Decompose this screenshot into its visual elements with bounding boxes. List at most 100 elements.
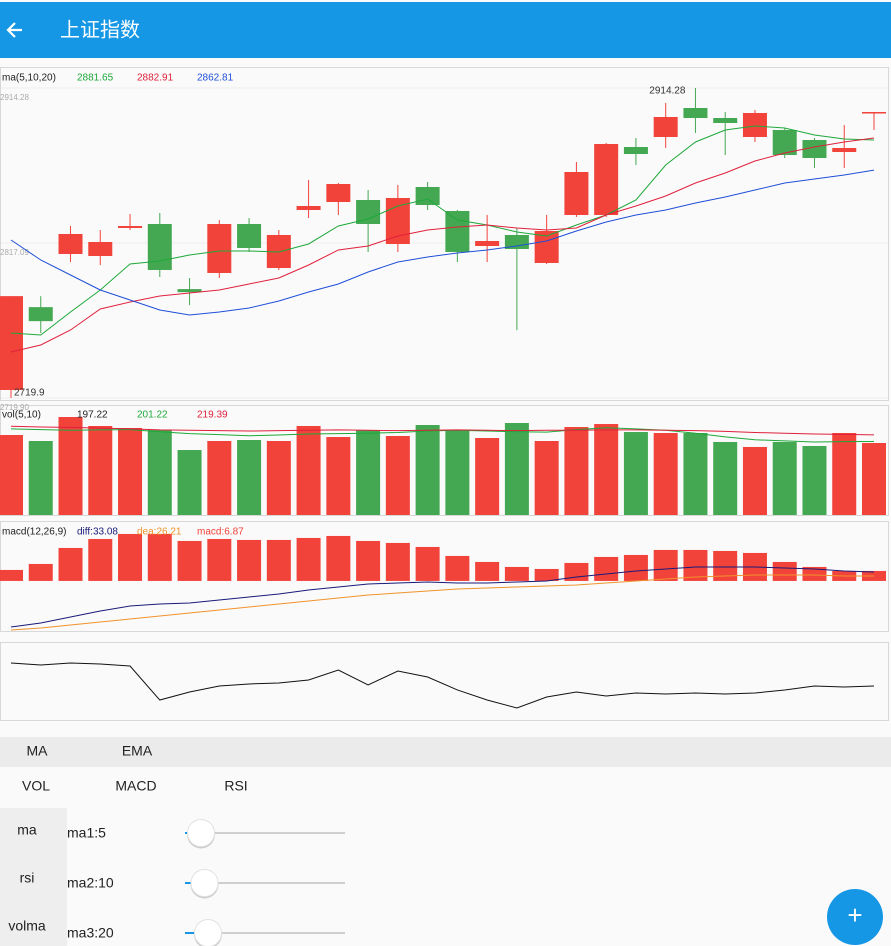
legend-value: dea:26.21: [137, 527, 182, 538]
bar: [237, 539, 262, 581]
indicator-toggle[interactable]: MACD: [115, 778, 156, 794]
app-bar: [0, 2, 891, 58]
bar: [147, 430, 172, 515]
bar: [594, 556, 619, 581]
bar: [623, 554, 648, 581]
bar: [683, 549, 708, 581]
bar: [237, 440, 262, 515]
slider-label: ma1:5: [67, 825, 106, 841]
legend-value: 2862.81: [197, 73, 234, 84]
candle-body: [147, 223, 172, 270]
fab-icon[interactable]: +: [847, 900, 862, 930]
fab-button[interactable]: [827, 889, 883, 945]
controls: MA EMA VOL MACD RSI ma rsi volma ma1:5 ma2:10 ma3:…: [8, 743, 345, 946]
indicator-line: [10, 574, 875, 631]
bar: [504, 422, 529, 515]
candle-body: [594, 143, 619, 215]
legend-value: 2881.65: [77, 73, 114, 84]
back-arrow[interactable]: [6, 22, 22, 38]
bar: [0, 435, 23, 515]
candle-body: [356, 199, 381, 224]
bar: [356, 540, 381, 581]
bar: [504, 566, 529, 581]
candle-body: [772, 129, 797, 155]
max-label: 2914.28: [649, 86, 686, 97]
candle-body: [623, 146, 648, 154]
settings-section[interactable]: ma: [17, 822, 37, 838]
legend-value: 197.22: [77, 410, 108, 421]
y-tick-label: 2914.28: [0, 93, 29, 102]
bar: [28, 440, 53, 515]
bar: [862, 442, 886, 515]
candle-body: [504, 234, 529, 249]
bar: [266, 440, 291, 515]
bar: [445, 555, 470, 581]
candle-body: [445, 210, 470, 252]
tab[interactable]: MA: [27, 743, 49, 759]
bar: [653, 549, 678, 581]
settings-section[interactable]: volma: [8, 918, 46, 934]
bar: [475, 561, 500, 581]
indicator-toggle[interactable]: VOL: [22, 778, 50, 794]
legend-title: vol(5,10): [2, 410, 41, 421]
bar: [415, 546, 440, 581]
candle-body: [58, 233, 83, 254]
candle-body: [742, 112, 767, 137]
bar: [832, 433, 857, 515]
bar: [683, 433, 708, 515]
candle-body: [683, 107, 708, 118]
bar: [326, 535, 351, 581]
indicator-line: [10, 169, 875, 316]
tab-bar: [0, 737, 891, 767]
candle-body: [177, 289, 202, 293]
min-label: 2719.9: [14, 388, 45, 399]
candle-body: [564, 171, 589, 215]
bar: [296, 425, 321, 515]
bar: [713, 441, 738, 515]
candle-body: [653, 116, 678, 137]
back-button[interactable]: [6, 22, 22, 38]
bar: [118, 533, 143, 581]
bar: [594, 424, 619, 515]
legend-value: macd:6.87: [197, 527, 244, 538]
tab[interactable]: EMA: [122, 743, 153, 759]
bar: [58, 547, 83, 581]
legend-value: diff:33.08: [77, 527, 118, 538]
indicator-line: [10, 427, 875, 443]
y-tick-label: 2817.09: [0, 248, 29, 257]
bar: [296, 537, 321, 581]
slider-knob[interactable]: [194, 919, 222, 946]
settings-section[interactable]: rsi: [20, 870, 35, 886]
candle-body: [832, 147, 857, 152]
bar: [385, 542, 410, 581]
candle-body: [0, 296, 23, 390]
bar: [0, 569, 23, 581]
slider-knob[interactable]: [190, 869, 219, 897]
fab[interactable]: +: [827, 889, 883, 945]
legend-value: 219.39: [197, 410, 228, 421]
candle-body: [385, 197, 410, 244]
line: [10, 662, 875, 709]
bar: [207, 538, 232, 581]
slider-knob[interactable]: [187, 819, 215, 847]
bar: [147, 533, 172, 581]
indicator-toggle[interactable]: RSI: [224, 778, 247, 794]
bar: [445, 430, 470, 515]
bar: [177, 450, 202, 515]
candle-body: [802, 139, 827, 158]
slider-label: ma3:20: [67, 925, 114, 941]
bar: [623, 432, 648, 515]
bar: [415, 425, 440, 515]
candle-body: [862, 112, 886, 114]
bar: [266, 539, 291, 581]
bar: [802, 566, 827, 581]
candle-body: [28, 307, 53, 322]
bar: [28, 563, 53, 581]
legend-value: 2882.91: [137, 73, 174, 84]
bar: [118, 428, 143, 515]
bar: [58, 417, 83, 515]
bar: [88, 425, 113, 515]
candle-body: [326, 183, 351, 202]
